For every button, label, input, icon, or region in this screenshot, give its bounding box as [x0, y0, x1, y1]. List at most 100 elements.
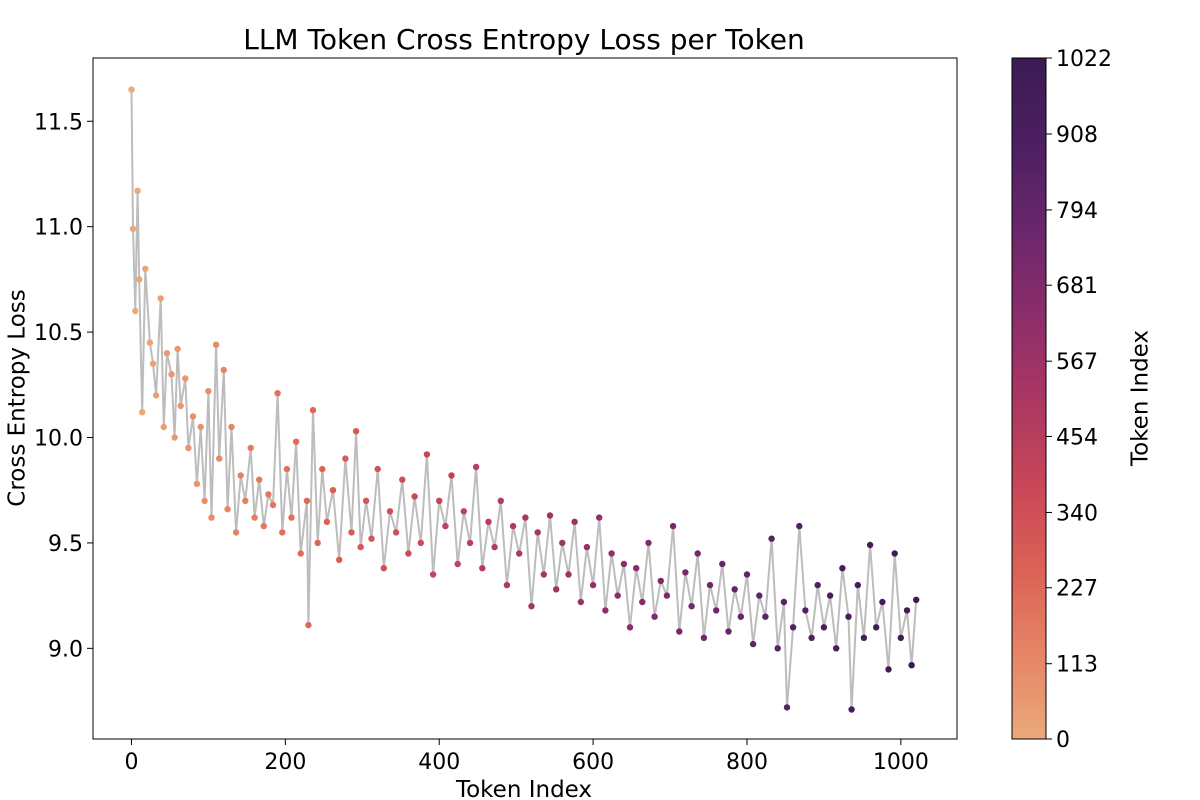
data-point	[756, 592, 763, 599]
data-point	[314, 539, 321, 547]
data-point	[577, 598, 584, 606]
data-point	[152, 392, 160, 399]
data-point	[256, 476, 263, 483]
data-point	[731, 586, 738, 593]
data-point	[854, 581, 861, 589]
data-point	[713, 607, 720, 614]
data-point	[796, 522, 803, 530]
data-point	[157, 295, 164, 302]
data-point	[897, 634, 904, 641]
data-point	[160, 423, 167, 431]
data-point	[436, 497, 443, 504]
colorbar-tick-label: 454	[1056, 425, 1098, 450]
series-line	[130, 89, 918, 710]
y-axis-label: Cross Entropy Loss	[5, 289, 31, 506]
data-point	[448, 472, 455, 479]
data-point	[323, 518, 331, 525]
data-point	[454, 560, 461, 568]
data-point	[516, 550, 523, 557]
data-point	[873, 624, 880, 631]
data-point	[405, 550, 412, 557]
x-tick-label: 1000	[873, 750, 929, 775]
data-point	[676, 628, 683, 635]
data-point	[651, 613, 658, 620]
data-point	[265, 491, 272, 498]
data-point	[362, 497, 370, 504]
data-point	[251, 514, 258, 521]
data-point	[789, 624, 797, 631]
data-point	[559, 539, 566, 547]
data-point	[182, 375, 189, 382]
data-point	[553, 586, 560, 593]
data-point	[540, 571, 547, 578]
data-point	[348, 529, 355, 536]
data-point	[228, 423, 235, 431]
data-point	[845, 613, 852, 620]
data-point	[645, 539, 652, 547]
data-point	[479, 565, 486, 572]
data-point	[260, 522, 267, 530]
data-point	[583, 543, 591, 551]
data-point	[814, 581, 821, 589]
colorbar-tick-label: 227	[1056, 577, 1098, 602]
data-point	[274, 390, 281, 397]
connecting-lines	[130, 89, 918, 710]
data-point	[212, 341, 220, 348]
data-point	[329, 487, 337, 494]
data-point	[688, 603, 695, 610]
data-point	[903, 607, 911, 614]
x-tick-label: 800	[726, 750, 768, 775]
data-point	[602, 607, 609, 614]
data-point	[342, 455, 349, 462]
data-point	[503, 581, 511, 589]
y-tick-label: 11.0	[34, 216, 83, 241]
data-point	[913, 596, 920, 603]
data-point	[417, 539, 424, 547]
data-point	[380, 565, 387, 572]
data-points	[128, 86, 920, 713]
data-point	[368, 535, 375, 542]
data-point	[848, 706, 855, 713]
data-point	[571, 518, 578, 525]
x-tick-label: 400	[418, 750, 460, 775]
data-point	[485, 518, 492, 525]
data-point	[197, 423, 204, 431]
data-point	[139, 409, 146, 416]
colorbar-tick-label: 794	[1056, 199, 1098, 224]
data-point	[620, 560, 628, 568]
colorbar-tick-label: 908	[1056, 123, 1098, 148]
data-point	[129, 225, 137, 232]
x-tick-label: 600	[572, 750, 614, 775]
data-point	[374, 465, 381, 473]
y-tick-label: 11.5	[34, 110, 83, 135]
data-point	[522, 514, 529, 521]
data-point	[768, 535, 775, 542]
data-point	[423, 451, 431, 458]
plot-frame	[92, 57, 958, 740]
data-point	[216, 455, 223, 462]
data-point	[826, 592, 834, 599]
data-point	[357, 543, 364, 551]
data-point	[247, 444, 254, 452]
data-point	[132, 307, 139, 315]
data-point	[128, 86, 135, 93]
data-point	[657, 577, 664, 585]
data-point	[780, 598, 788, 606]
data-point	[288, 514, 295, 521]
colorbar-label: Token Index	[1128, 330, 1154, 467]
data-point	[839, 565, 846, 572]
data-point	[305, 621, 312, 629]
data-point	[614, 592, 621, 599]
data-point	[303, 497, 311, 504]
data-point	[208, 514, 215, 521]
data-point	[177, 402, 184, 410]
data-point	[309, 406, 317, 414]
data-point	[833, 645, 840, 652]
data-point	[663, 592, 671, 599]
data-point	[749, 640, 757, 648]
data-point	[411, 493, 418, 500]
colorbar-tick-label: 567	[1056, 350, 1098, 375]
data-point	[528, 603, 535, 610]
data-point	[762, 613, 769, 620]
